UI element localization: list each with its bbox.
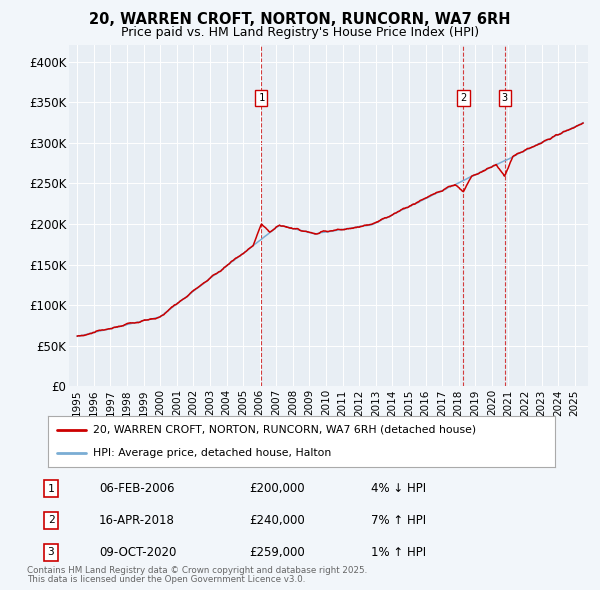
Text: 1: 1 [47, 484, 55, 493]
Text: 3: 3 [47, 548, 55, 557]
Text: 06-FEB-2006: 06-FEB-2006 [99, 482, 175, 495]
Text: Price paid vs. HM Land Registry's House Price Index (HPI): Price paid vs. HM Land Registry's House … [121, 26, 479, 39]
Text: 16-APR-2018: 16-APR-2018 [99, 514, 175, 527]
Text: 1: 1 [258, 93, 265, 103]
Text: 3: 3 [502, 93, 508, 103]
Text: 1% ↑ HPI: 1% ↑ HPI [371, 546, 426, 559]
Text: £259,000: £259,000 [249, 546, 305, 559]
Text: 2: 2 [47, 516, 55, 525]
Text: 20, WARREN CROFT, NORTON, RUNCORN, WA7 6RH (detached house): 20, WARREN CROFT, NORTON, RUNCORN, WA7 6… [92, 425, 476, 435]
Text: 09-OCT-2020: 09-OCT-2020 [99, 546, 176, 559]
Text: £240,000: £240,000 [249, 514, 305, 527]
Text: £200,000: £200,000 [249, 482, 305, 495]
Text: 2: 2 [460, 93, 467, 103]
Text: This data is licensed under the Open Government Licence v3.0.: This data is licensed under the Open Gov… [27, 575, 305, 584]
Text: 4% ↓ HPI: 4% ↓ HPI [371, 482, 426, 495]
Text: HPI: Average price, detached house, Halton: HPI: Average price, detached house, Halt… [92, 448, 331, 458]
Text: Contains HM Land Registry data © Crown copyright and database right 2025.: Contains HM Land Registry data © Crown c… [27, 566, 367, 575]
Text: 7% ↑ HPI: 7% ↑ HPI [371, 514, 426, 527]
Text: 20, WARREN CROFT, NORTON, RUNCORN, WA7 6RH: 20, WARREN CROFT, NORTON, RUNCORN, WA7 6… [89, 12, 511, 27]
